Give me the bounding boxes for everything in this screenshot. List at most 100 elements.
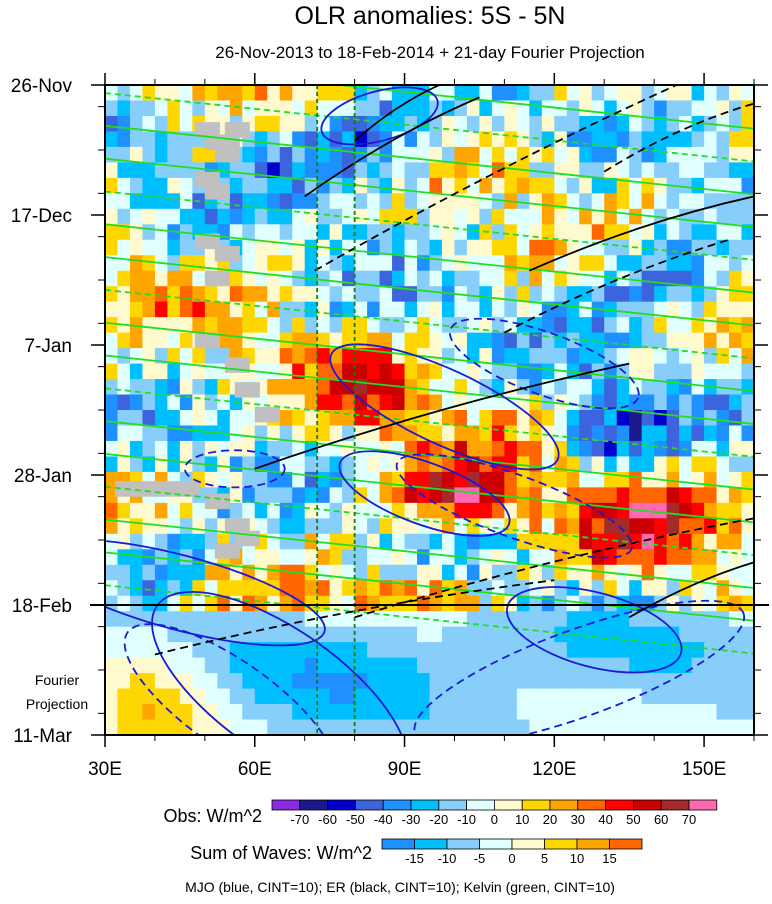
heatmap-cell [254,611,268,628]
heatmap-cell [604,379,618,396]
heatmap-cell [716,626,730,643]
heatmap-cell [566,332,580,349]
heatmap-cell [167,363,181,380]
heatmap-cell [367,673,381,690]
heatmap-cell [117,673,131,690]
heatmap-cell [292,456,306,473]
heatmap-cell [329,394,343,411]
heatmap-cell [716,456,730,473]
heatmap-cell [179,85,193,102]
heatmap-cell [192,348,206,365]
heatmap-cell [379,456,393,473]
heatmap-cell [279,456,293,473]
heatmap-cell [342,348,356,365]
heatmap-cell [242,332,256,349]
heatmap-cell [292,580,306,597]
heatmap-cell [741,440,754,458]
heatmap-cell [729,224,743,241]
heatmap-cell [466,85,481,102]
heatmap-cell [591,719,605,735]
heatmap-cell [192,301,206,318]
heatmap-cell [404,239,418,256]
heatmap-cell [154,100,168,117]
heatmap-cell [379,688,393,705]
heatmap-cell [329,688,343,705]
heatmap-cell [154,224,168,241]
heatmap-cell [741,673,754,690]
heatmap-cell [516,440,530,458]
heatmap-cell [441,410,456,427]
heatmap-cell [342,270,356,287]
heatmap-cell [691,704,705,721]
heatmap-cell [105,270,119,287]
heatmap-cell [441,332,456,349]
heatmap-cell [691,255,705,272]
heatmap-cell [167,348,181,365]
heatmap-cell [379,177,393,194]
heatmap-cell [379,425,393,442]
legend-level-label: -60 [318,812,337,827]
heatmap-cell [354,549,368,566]
heatmap-cell [105,224,119,241]
heatmap-cell [516,177,530,194]
heatmap-cell [479,673,493,690]
heatmap-cell [417,317,431,334]
heatmap-cell [691,177,705,194]
er-contour [503,238,730,334]
heatmap-cell [604,688,618,705]
heatmap-cell [217,332,231,349]
heatmap-cell [741,564,754,581]
heatmap-cell [654,440,668,458]
heatmap-cell [454,533,468,550]
heatmap-cell [454,688,468,705]
heatmap-cell [429,394,443,411]
heatmap-cell [729,332,743,349]
heatmap-cell [217,286,231,303]
legend-swatch [544,838,578,850]
heatmap-cell [142,193,156,210]
heatmap-cell [229,487,243,504]
heatmap-cell [516,348,530,365]
heatmap-cell [679,317,693,334]
heatmap-cell [279,208,293,225]
heatmap-cell [629,471,643,488]
heatmap-cell [367,456,381,473]
heatmap-cell [179,239,193,256]
heatmap-cell [229,208,243,225]
heatmap-cell [417,286,431,303]
heatmap-cell [105,642,119,659]
heatmap-cell [579,549,593,566]
heatmap-cell [491,146,505,163]
kelvin-contour [105,387,754,458]
heatmap-cell [466,502,481,519]
heatmap-cell [479,719,493,735]
kelvin-contour [105,453,754,524]
heatmap-cell [354,502,368,519]
heatmap-cell [417,255,431,272]
heatmap-cell [479,502,493,519]
heatmap-cell [716,487,730,504]
heatmap-cell [379,255,393,272]
heatmap-cell [242,673,256,690]
heatmap-cell [117,100,131,117]
heatmap-cell [304,642,318,659]
heatmap-cell [729,456,743,473]
heatmap-cell [167,611,181,628]
heatmap-cell [129,704,144,721]
heatmap-cell [579,286,593,303]
heatmap-cell [317,688,331,705]
heatmap-cell [666,518,680,535]
heatmap-cell [292,332,306,349]
heatmap-cell [504,115,518,133]
heatmap-cell [329,471,343,488]
heatmap-cell [441,595,456,612]
heatmap-cell [704,688,718,705]
heatmap-cell [292,657,306,674]
heatmap-cell [105,626,119,643]
heatmap-cell [279,100,293,117]
heatmap-cell [254,673,268,690]
heatmap-cell [242,425,256,442]
heatmap-cell [741,580,754,597]
heatmap-cell [404,719,418,735]
heatmap-cell [342,642,356,659]
